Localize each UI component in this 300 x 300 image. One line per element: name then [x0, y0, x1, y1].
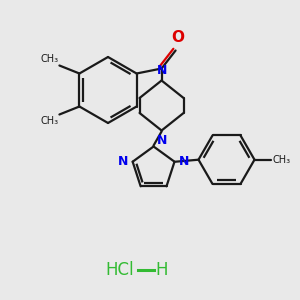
Text: CH₃: CH₃	[40, 53, 58, 64]
Text: O: O	[171, 31, 184, 46]
Text: CH₃: CH₃	[40, 116, 58, 127]
Text: N: N	[118, 155, 129, 168]
Text: N: N	[156, 134, 167, 146]
Text: N: N	[178, 155, 189, 168]
Text: N: N	[156, 64, 167, 77]
Text: CH₃: CH₃	[272, 155, 291, 165]
Text: H: H	[156, 261, 168, 279]
Text: HCl: HCl	[106, 261, 134, 279]
